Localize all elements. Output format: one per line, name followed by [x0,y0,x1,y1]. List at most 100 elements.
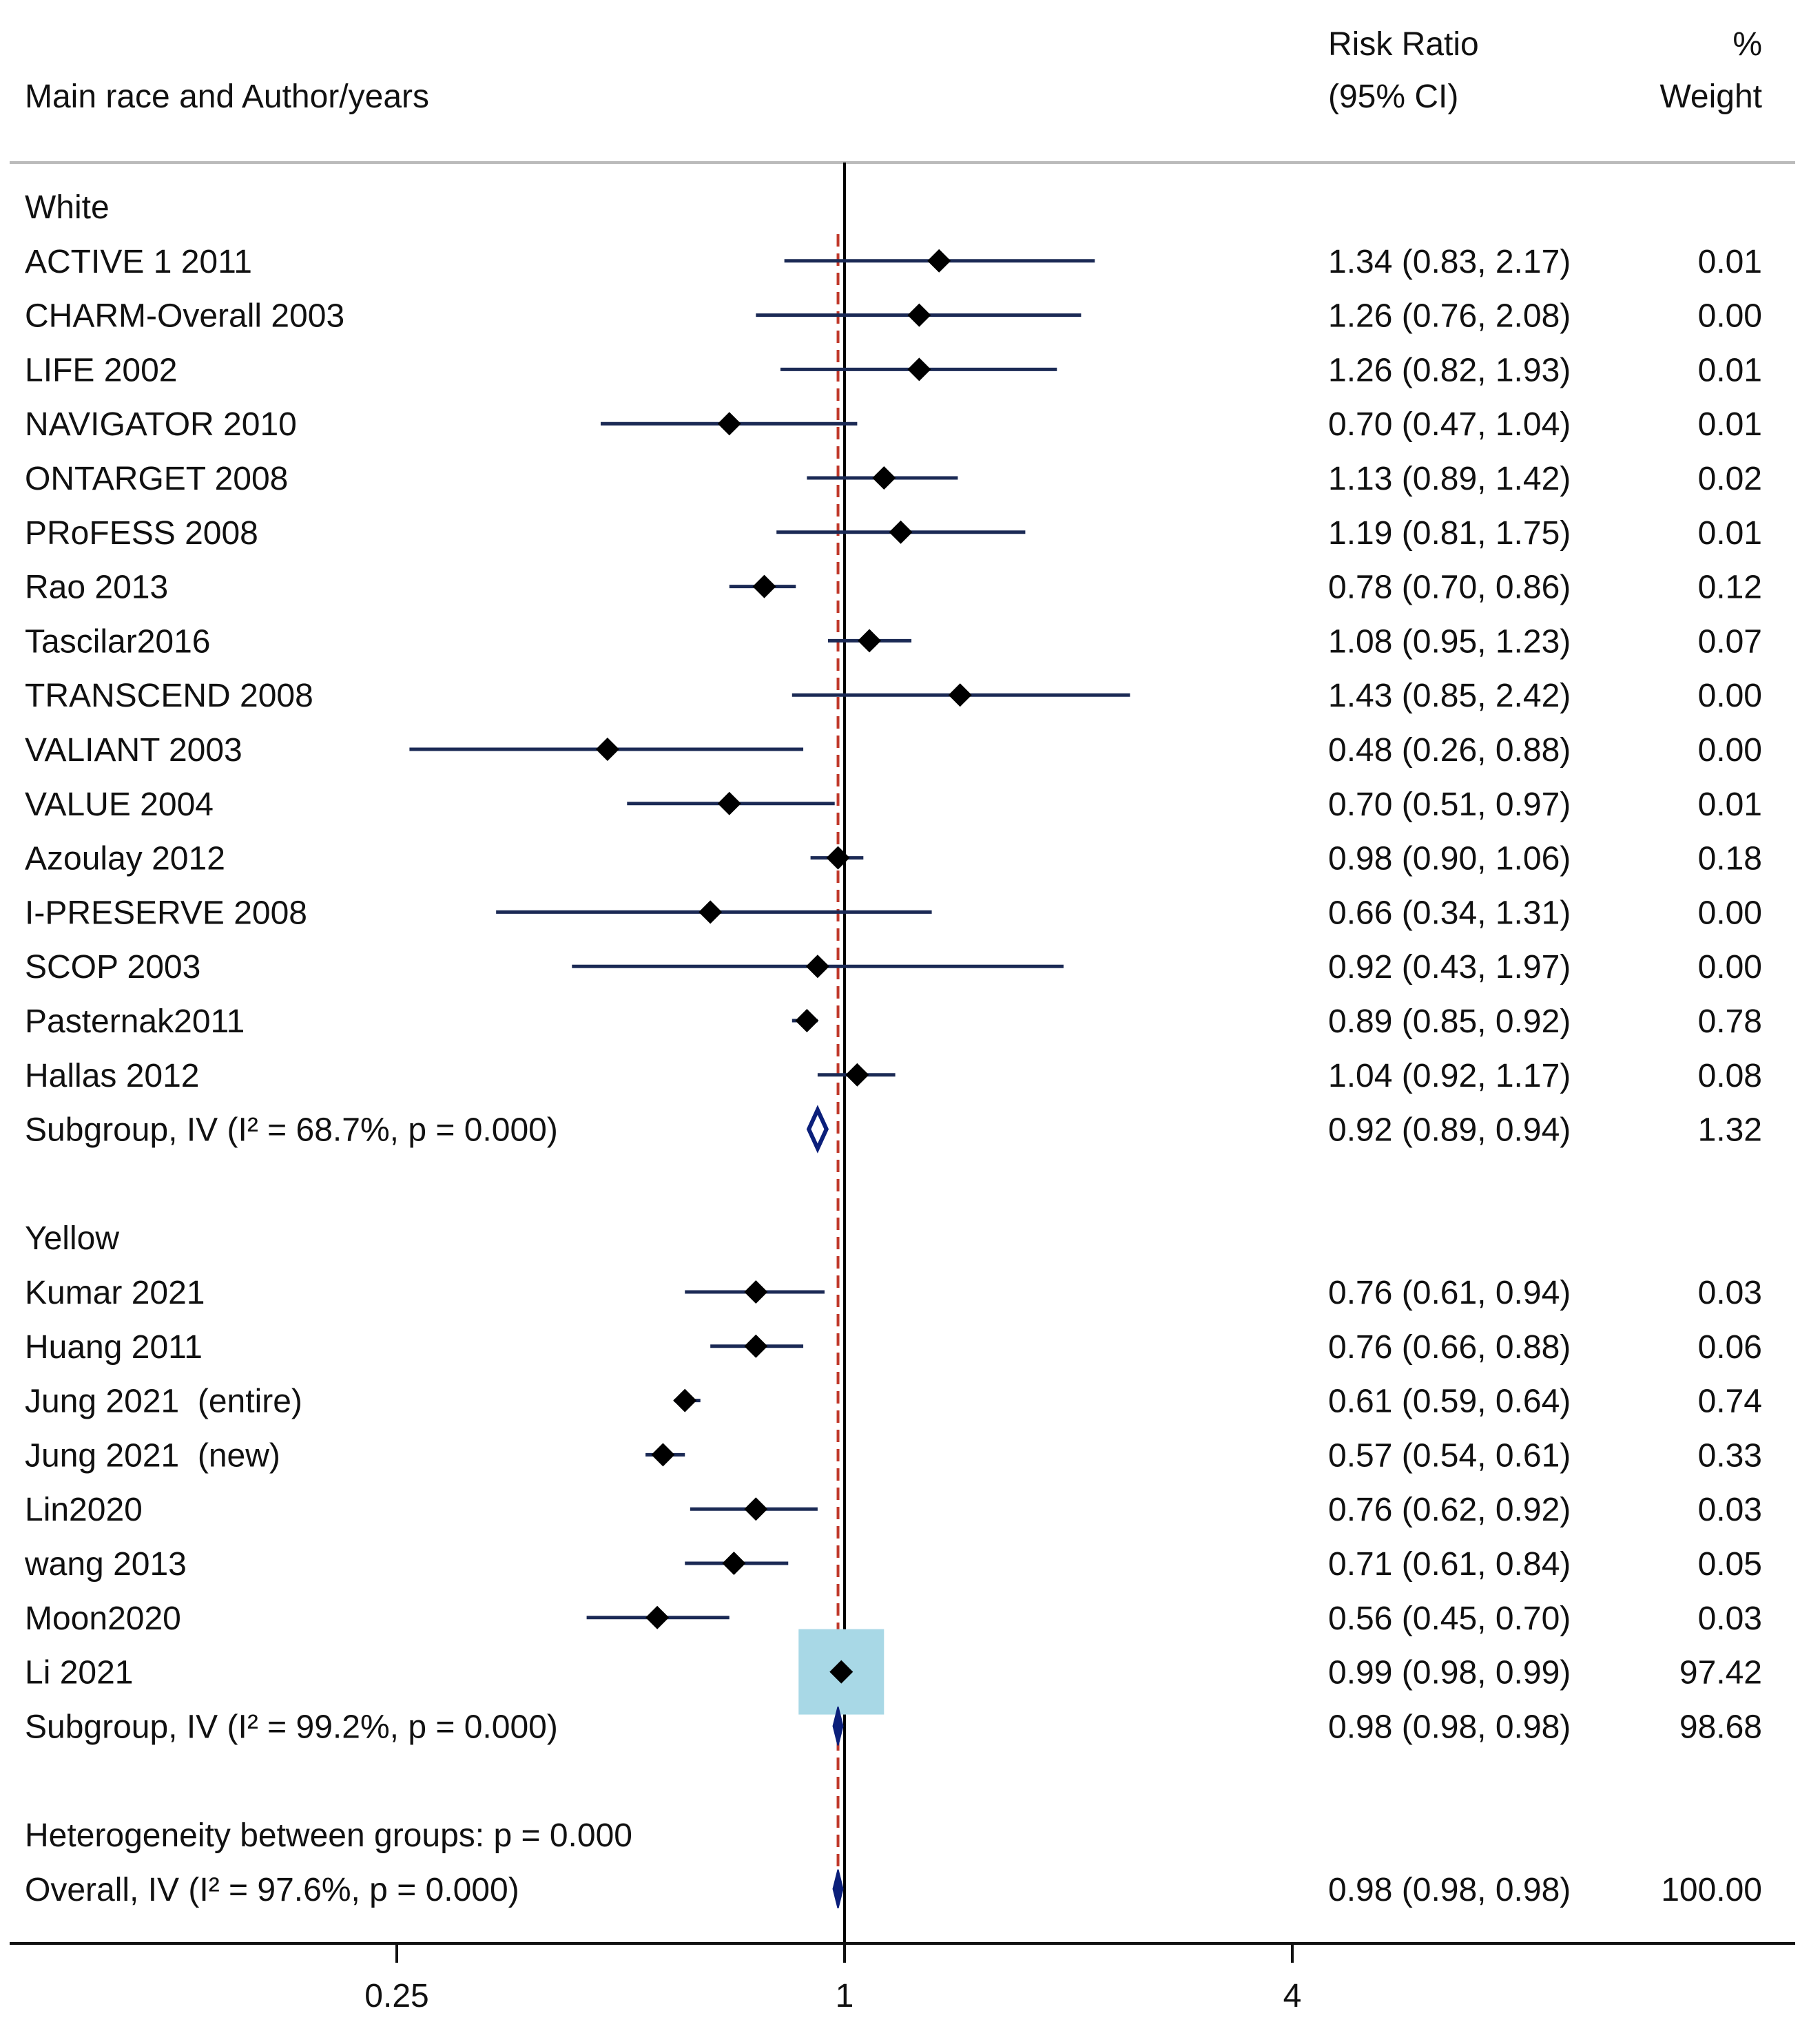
study-effect-text: 1.08 (0.95, 1.23) [1328,623,1571,660]
study-effect-text: 0.98 (0.90, 1.06) [1328,841,1571,877]
study-effect-text: 0.66 (0.34, 1.31) [1328,895,1571,931]
study-weight-text: 0.01 [1698,515,1762,552]
header-weight: Weight [1659,79,1762,115]
study-label: wang 2013 [24,1546,187,1583]
study-label: I-PRESERVE 2008 [25,895,307,931]
group-label: Yellow [25,1220,119,1257]
subgroup-label: Subgroup, IV (I² = 99.2%, p = 0.000) [25,1709,558,1745]
overall-effect-text: 0.98 (0.98, 0.98) [1328,1872,1571,1908]
point-estimate-marker [717,412,741,436]
study-weight-text: 0.00 [1698,678,1762,714]
study-effect-text: 0.48 (0.26, 0.88) [1328,732,1571,769]
study-weight-text: 0.00 [1698,732,1762,769]
group-label: White [25,189,110,226]
header-risk-ratio: Risk Ratio [1328,26,1479,63]
point-estimate-marker [645,1605,670,1629]
study-effect-text: 0.61 (0.59, 0.64) [1328,1384,1571,1420]
study-label: Moon2020 [25,1600,181,1637]
study-label: Hallas 2012 [25,1058,200,1094]
subgroup-label: Subgroup, IV (I² = 68.7%, p = 0.000) [25,1112,558,1149]
point-estimate-marker [699,900,723,924]
point-estimate-marker [744,1497,768,1521]
study-label: ACTIVE 1 2011 [25,244,252,280]
study-weight-text: 0.00 [1698,895,1762,931]
study-weight-text: 0.01 [1698,244,1762,280]
study-label: Huang 2011 [25,1329,203,1366]
point-estimate-marker [744,1334,768,1358]
overall-weight-text: 100.00 [1661,1872,1762,1908]
note-label: Heterogeneity between groups: p = 0.000 [25,1817,632,1854]
study-label: Kumar 2021 [25,1275,205,1311]
header-ci: (95% CI) [1328,79,1458,115]
study-label: SCOP 2003 [25,949,200,985]
header: Main race and Author/years Risk Ratio (9… [25,26,1762,115]
study-effect-text: 1.04 (0.92, 1.17) [1328,1058,1571,1094]
point-estimate-marker [907,303,931,327]
overall-diamond [832,1869,844,1909]
study-effect-text: 0.76 (0.61, 0.94) [1328,1275,1571,1311]
study-label: PRoFESS 2008 [25,515,258,552]
study-effect-text: 0.70 (0.51, 0.97) [1328,786,1571,823]
point-estimate-marker [907,357,931,382]
study-label: LIFE 2002 [25,352,177,388]
study-label: Lin2020 [25,1492,143,1528]
study-weight-text: 0.03 [1698,1275,1762,1311]
x-axis-tick-label: 0.25 [364,1978,428,2014]
study-weight-text: 0.05 [1698,1546,1762,1583]
study-effect-text: 0.89 (0.85, 0.92) [1328,1003,1571,1040]
point-estimate-marker [752,574,776,598]
subgroup-diamond [832,1707,844,1746]
study-weight-text: 0.18 [1698,841,1762,877]
point-estimate-marker [858,629,882,653]
x-axis-tick-label: 4 [1283,1978,1302,2014]
study-effect-text: 0.78 (0.70, 0.86) [1328,570,1571,606]
point-estimate-marker [595,738,619,761]
study-label: VALIANT 2003 [25,732,242,769]
header-percent: % [1732,26,1762,63]
study-weight-text: 0.03 [1698,1600,1762,1637]
study-effect-text: 0.99 (0.98, 0.99) [1328,1655,1571,1691]
study-label: Rao 2013 [25,570,168,606]
study-weight-text: 0.33 [1698,1437,1762,1474]
point-estimate-marker [805,955,829,979]
point-estimate-marker [673,1388,697,1412]
study-label: Jung 2021 (new) [25,1437,280,1474]
point-estimate-marker [717,791,741,815]
study-effect-text: 0.71 (0.61, 0.84) [1328,1546,1571,1583]
subgroup-effect-text: 0.92 (0.89, 0.94) [1328,1112,1571,1149]
study-label: NAVIGATOR 2010 [25,406,297,443]
study-weight-text: 0.12 [1698,570,1762,606]
study-effect-text: 1.26 (0.82, 1.93) [1328,352,1571,388]
point-estimate-marker [927,249,951,273]
study-weight-text: 0.74 [1698,1384,1762,1420]
study-effect-text: 1.34 (0.83, 2.17) [1328,244,1571,280]
study-effect-text: 1.19 (0.81, 1.75) [1328,515,1571,552]
overall-label: Overall, IV (I² = 97.6%, p = 0.000) [25,1872,519,1908]
subgroup-weight-text: 1.32 [1698,1112,1762,1149]
study-weight-text: 0.00 [1698,298,1762,335]
study-label: Li 2021 [25,1655,133,1691]
point-estimate-marker [795,1009,819,1032]
study-weight-text: 97.42 [1679,1655,1762,1691]
subgroup-diamond [806,1105,829,1154]
study-weight-text: 0.03 [1698,1492,1762,1528]
point-estimate-marker [722,1552,746,1575]
study-effect-text: 0.76 (0.66, 0.88) [1328,1329,1571,1366]
x-axis-tick-label: 1 [836,1978,854,2014]
point-estimate-marker [829,1660,854,1684]
point-estimate-marker [948,683,972,707]
study-label: ONTARGET 2008 [25,461,288,497]
study-effect-text: 1.43 (0.85, 2.42) [1328,678,1571,714]
study-effect-text: 0.57 (0.54, 0.61) [1328,1437,1571,1474]
point-estimate-marker [651,1443,675,1467]
study-weight-text: 0.07 [1698,623,1762,660]
study-weight-text: 0.01 [1698,352,1762,388]
point-estimate-marker [889,520,913,544]
study-weight-text: 0.00 [1698,949,1762,985]
study-weight-text: 0.78 [1698,1003,1762,1040]
study-effect-text: 1.26 (0.76, 2.08) [1328,298,1571,335]
point-estimate-marker [872,466,896,490]
subgroup-weight-text: 98.68 [1679,1709,1762,1745]
study-weight-text: 0.06 [1698,1329,1762,1366]
